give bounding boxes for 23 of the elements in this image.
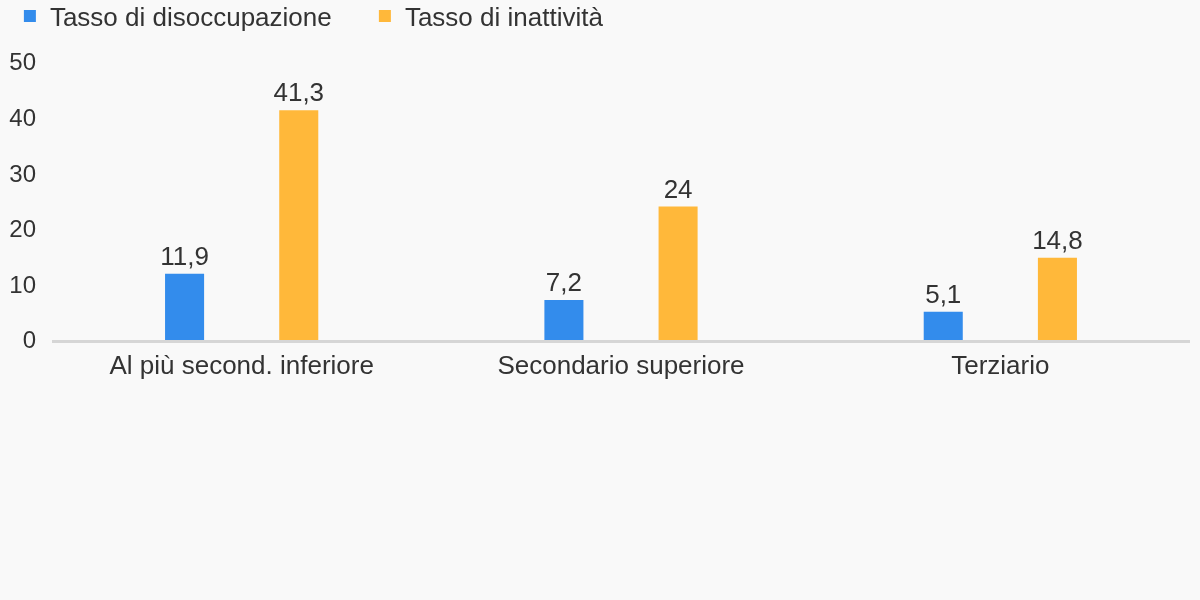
legend-label: Tasso di disoccupazione — [49, 2, 332, 33]
y-tick-label: 40 — [9, 104, 36, 131]
data-label: 41,3 — [273, 77, 325, 108]
legend-label: Tasso di inattività — [404, 2, 604, 33]
data-label: 11,9 — [160, 240, 209, 271]
y-tick-label: 20 — [9, 215, 36, 243]
data-label: 7,2 — [545, 266, 582, 297]
data-label: 5,1 — [925, 278, 962, 309]
bar — [544, 299, 584, 340]
data-label: 14,8 — [1032, 224, 1083, 255]
x-tick-label: Secondario superiore — [497, 350, 745, 381]
x-tick-label: Al più second. inferiore — [109, 350, 374, 381]
y-tick-label: 30 — [9, 159, 36, 187]
y-tick-label: 50 — [9, 48, 36, 76]
y-tick-label: 10 — [9, 270, 36, 298]
data-label: 24 — [663, 173, 693, 204]
x-tick-label: Terziario — [951, 350, 1050, 381]
y-tick-label: 0 — [22, 326, 36, 354]
bar — [1037, 257, 1077, 340]
bar — [923, 311, 963, 340]
bar — [165, 273, 205, 340]
bar — [658, 206, 698, 340]
bar — [279, 110, 319, 340]
